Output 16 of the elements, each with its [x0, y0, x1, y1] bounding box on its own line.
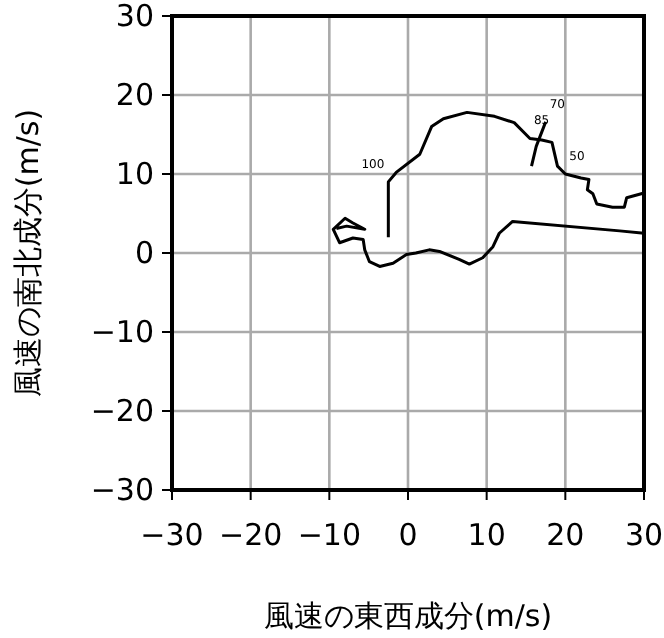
y-tick-label: −20	[90, 392, 154, 429]
y-tick-label: 0	[134, 234, 154, 271]
y-axis-title: 風速の南北成分(m/s)	[10, 108, 46, 398]
y-tick-label: 20	[115, 76, 154, 113]
x-axis-title: 風速の東西成分(m/s)	[263, 598, 553, 634]
x-tick-label: 20	[546, 517, 585, 554]
y-tick-label: −10	[90, 313, 154, 350]
y-tick-label: 10	[115, 155, 154, 192]
x-tick-label: −10	[297, 517, 361, 554]
x-tick-label: −30	[140, 517, 204, 554]
x-tick-label: −20	[219, 517, 283, 554]
y-tick-label: 30	[115, 0, 154, 34]
x-tick-label: 10	[467, 517, 506, 554]
x-tick-label: 0	[398, 517, 418, 554]
y-tick-label: −30	[90, 471, 154, 508]
x-tick-label: 30	[624, 517, 664, 554]
